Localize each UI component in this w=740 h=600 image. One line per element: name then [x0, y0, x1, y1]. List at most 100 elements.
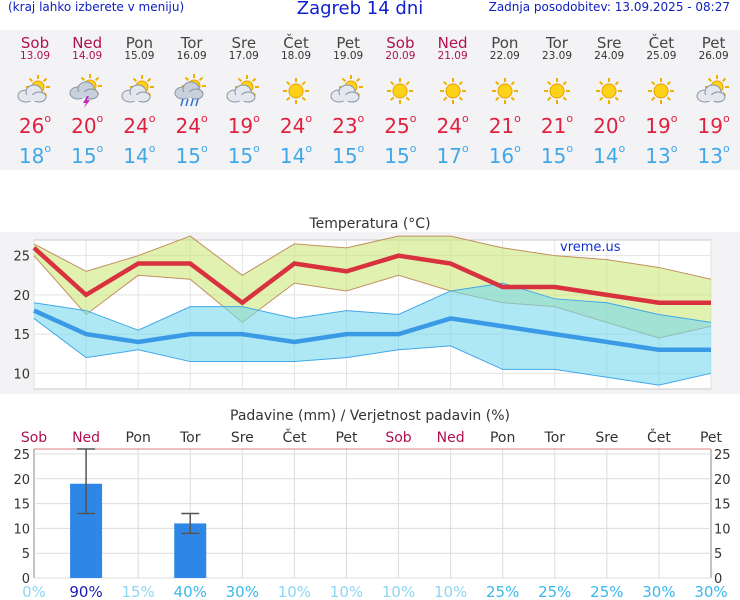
- day-name: Sob: [386, 34, 415, 52]
- day-name: Ned: [72, 34, 103, 52]
- y-tick-label-left: 20: [13, 473, 30, 488]
- precip-probability: 0%: [22, 583, 46, 600]
- precip-probability: 10%: [330, 583, 363, 600]
- y-tick-label-right: 10: [714, 522, 731, 537]
- partly-cloudy-icon: [688, 74, 740, 104]
- x-tick-label: Sre: [231, 430, 254, 446]
- day-name: Pon: [125, 34, 153, 52]
- precip-probability: 10%: [382, 583, 415, 600]
- precip-probability: 25%: [590, 583, 623, 600]
- max-temp: 19o: [645, 112, 678, 138]
- location-hint: (kraj lahko izberete v meniju): [8, 0, 185, 14]
- precip-probability: 90%: [69, 583, 102, 600]
- page-title: Zagreb 14 dni: [296, 0, 424, 19]
- series-line-min: [33, 308, 711, 353]
- y-tick-label-right: 20: [714, 473, 731, 488]
- day-name: Sob: [20, 34, 50, 52]
- day-date: 25.09: [646, 50, 677, 62]
- max-temp: 21o: [540, 112, 574, 138]
- y-tick-label-right: 15: [714, 498, 731, 513]
- x-tick-label: Pon: [125, 430, 150, 446]
- min-temp: 14o: [279, 142, 313, 168]
- max-temp: 24o: [175, 112, 208, 138]
- day-date: 17.09: [228, 50, 259, 62]
- day-date: 13.09: [19, 50, 51, 62]
- temperature-chart: Temperatura (°C) 10 15 20 25 vreme.us: [0, 216, 740, 394]
- y-tick-label: 20: [13, 289, 30, 304]
- day-date: 23.09: [541, 50, 573, 62]
- day-date: 26.09: [698, 50, 729, 62]
- precip-probability: 25%: [538, 583, 571, 600]
- min-temp: 15o: [175, 142, 208, 168]
- last-update: Zadnja posodobitev: 13.09.2025 - 08:27: [488, 0, 730, 14]
- day-name: Čet: [648, 34, 675, 52]
- day-date: 16.09: [176, 50, 207, 62]
- precip-probability: 30%: [642, 583, 675, 600]
- max-temp-band: [34, 236, 711, 339]
- day-name: Tor: [180, 34, 203, 52]
- max-temp: 24o: [123, 112, 156, 138]
- day-name: Pet: [336, 34, 360, 52]
- max-temp: 20o: [593, 112, 626, 138]
- day-name: Čet: [283, 34, 309, 52]
- max-temp: 25o: [384, 112, 417, 138]
- day-date: 21.09: [437, 50, 468, 62]
- x-tick-label: Pon: [490, 430, 515, 446]
- y-tick-label-right: 0: [714, 572, 722, 587]
- day-date: 24.09: [594, 50, 625, 62]
- min-temp: 13o: [697, 142, 730, 168]
- max-temp: 23o: [332, 112, 365, 138]
- day-name: Pet: [701, 34, 726, 52]
- x-tick-label: Ned: [72, 430, 100, 446]
- day-name: Sre: [231, 34, 257, 52]
- day-name: Pon: [491, 34, 519, 52]
- min-temp: 15o: [332, 142, 365, 168]
- max-temp: 24o: [436, 112, 469, 138]
- partly-cloudy-icon: [218, 74, 270, 104]
- y-tick-label: 25: [13, 250, 30, 265]
- chart-title: Temperatura (°C): [308, 216, 430, 232]
- max-temp: 19o: [227, 112, 260, 138]
- sun-icon: [583, 74, 635, 104]
- sun-icon: [427, 74, 479, 104]
- y-tick-label: 15: [13, 328, 30, 343]
- thunderstorm-icon: [61, 74, 113, 108]
- y-tick-label-right: 5: [714, 547, 722, 562]
- precip-probability: 10%: [434, 583, 467, 600]
- max-temp: 24o: [279, 112, 313, 138]
- day-date: 18.09: [280, 50, 312, 62]
- x-tick-label: Sob: [385, 430, 411, 446]
- max-temp: 19o: [697, 112, 730, 138]
- max-temp-band-upper: [33, 235, 712, 280]
- min-temp-band-lower: [33, 318, 712, 386]
- max-temp: 20o: [71, 112, 104, 138]
- y-tick-label-left: 0: [22, 572, 30, 587]
- precip-probability: 30%: [226, 583, 259, 600]
- min-temp: 13o: [645, 142, 678, 168]
- min-temp: 16o: [488, 142, 521, 168]
- sun-icon: [531, 74, 583, 104]
- y-tick-label: 10: [13, 367, 30, 382]
- sun-icon: [635, 74, 687, 104]
- sun-icon: [374, 74, 426, 104]
- min-temp: 15o: [71, 142, 104, 168]
- y-tick-label-left: 25: [13, 448, 30, 463]
- sun-icon: [270, 74, 322, 104]
- x-tick-label: Sre: [595, 430, 618, 446]
- precip-probability: 25%: [486, 583, 519, 600]
- min-temp: 15o: [227, 142, 260, 168]
- daily-forecast-strip: Sob 13.09 26o 18o Ned 14.09 20o 15o Pon 15.09 24o 1…: [0, 30, 740, 170]
- min-temp: 18o: [18, 142, 52, 168]
- day-name: Tor: [546, 34, 568, 52]
- y-tick-label-left: 15: [13, 498, 30, 513]
- day-name: Sre: [596, 34, 622, 52]
- watermark: vreme.us: [560, 240, 621, 255]
- x-tick-label: Tor: [544, 430, 566, 446]
- partly-cloudy-icon: [113, 74, 165, 104]
- precip-probability: 40%: [174, 583, 207, 600]
- precip-probability: 30%: [694, 583, 727, 600]
- chart-title: Padavine (mm) / Verjetnost padavin (%): [230, 408, 510, 424]
- min-temp: 15o: [384, 142, 417, 168]
- day-date: 14.09: [72, 50, 103, 62]
- y-tick-label-left: 5: [22, 547, 30, 562]
